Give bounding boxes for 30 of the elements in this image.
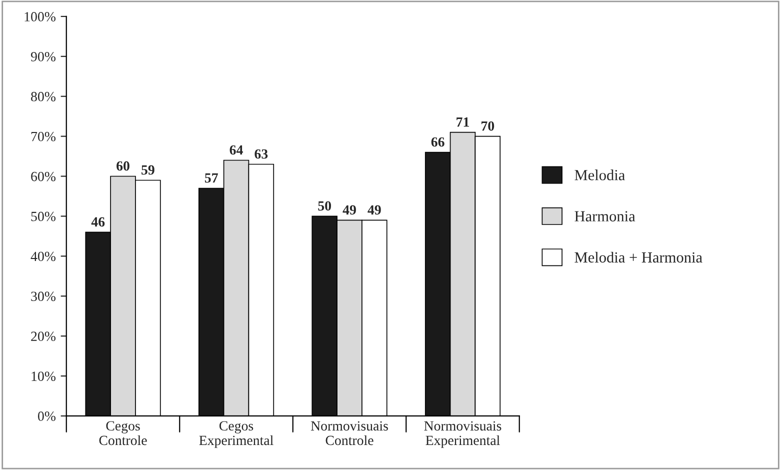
x-tick-label: Normovisuais Controle xyxy=(310,421,388,446)
data-label: 49 xyxy=(342,205,356,215)
legend-label: Melodia + Harmonia xyxy=(574,252,702,263)
x-tick-label: Cegos Experimental xyxy=(199,421,274,448)
data-label: 60 xyxy=(116,161,130,171)
data-label: 57 xyxy=(204,173,218,183)
x-tick-label: Normovisuais Experimental xyxy=(424,421,502,448)
y-tick-label: 70% xyxy=(31,132,56,142)
data-label: 59 xyxy=(142,165,154,175)
y-tick-label: 10% xyxy=(32,372,56,381)
y-tick-label: 60% xyxy=(31,172,56,182)
y-tick-label: 30% xyxy=(31,292,56,302)
data-label: 63 xyxy=(254,149,268,159)
y-tick-label: 90% xyxy=(30,52,56,62)
x-tick-label: Cegos Controle xyxy=(99,421,147,446)
data-label: 50 xyxy=(318,201,331,211)
data-label: 46 xyxy=(91,217,105,227)
y-tick-label: 20% xyxy=(31,332,56,342)
data-label: 70 xyxy=(482,121,494,131)
data-label: 71 xyxy=(456,117,469,127)
legend-label: Harmonia xyxy=(574,211,636,222)
legend-label: Melodia xyxy=(574,170,625,180)
y-tick-label: 100% xyxy=(24,12,56,22)
data-label: 64 xyxy=(230,145,243,155)
data-label: 49 xyxy=(368,205,381,215)
y-tick-label: 80% xyxy=(31,92,56,102)
y-tick-label: 50% xyxy=(31,212,56,222)
data-label: 66 xyxy=(431,137,444,147)
y-tick-label: 40% xyxy=(30,252,56,262)
y-tick-label: 0% xyxy=(38,412,56,421)
